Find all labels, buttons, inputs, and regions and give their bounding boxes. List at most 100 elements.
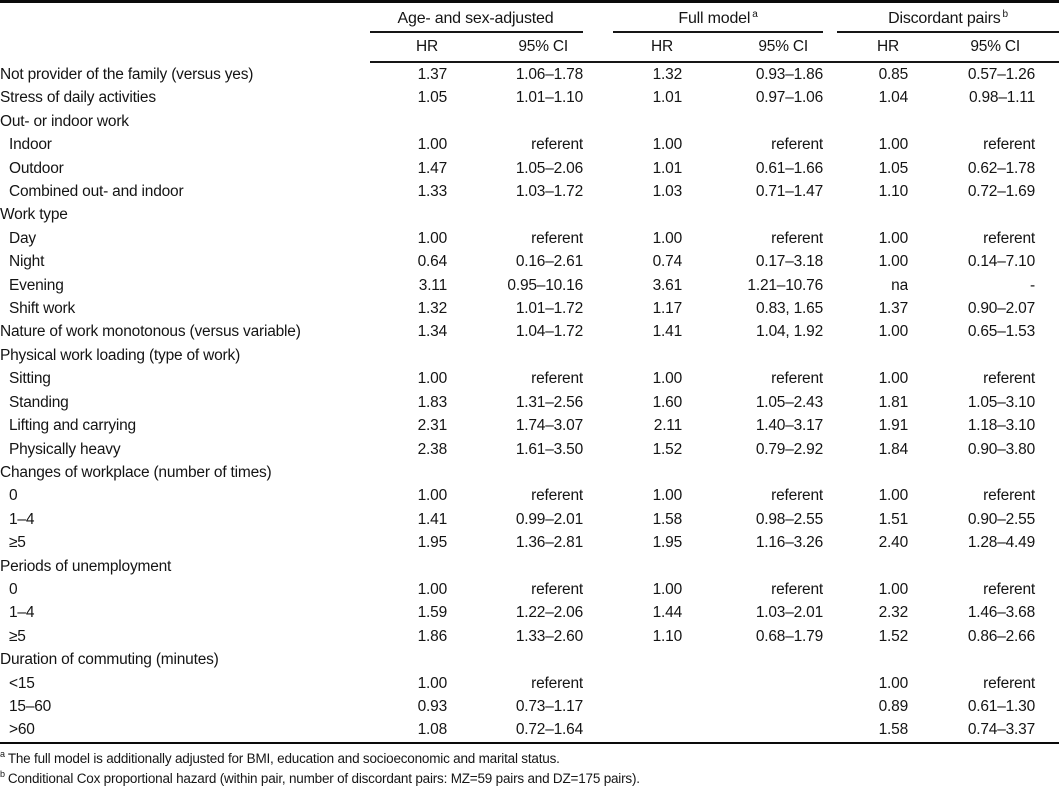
hr-value-cell <box>583 672 682 695</box>
hr-value-cell: 0.93 <box>417 697 447 715</box>
ci-value-cell: 0.68–1.79 <box>755 627 823 645</box>
ci-value-cell: 0.90–3.80 <box>967 440 1035 458</box>
hr-value-cell: 1.47 <box>417 159 447 177</box>
ci-value-cell: 1.36–2.81 <box>515 534 583 552</box>
hr-value-cell: 0.89 <box>878 697 908 715</box>
hazard-ratio-table: Age- and sex-adjusted Full model a Discor… <box>0 0 1059 744</box>
hr-value-cell <box>583 695 682 718</box>
row-label: 0 <box>9 580 18 598</box>
ci-column-header: 95% CI <box>447 33 583 63</box>
section-label: Periods of unemployment <box>0 557 172 575</box>
ci-value-cell <box>447 461 583 484</box>
ci-column-header: 95% CI <box>682 33 823 63</box>
hr-value-cell: 1.03 <box>652 183 682 201</box>
ci-value-cell: 0.83, 1.65 <box>756 300 823 318</box>
ci-value-cell <box>447 648 583 671</box>
ci-value-cell: 1.05–2.43 <box>755 393 823 411</box>
section-row: Changes of workplace (number of times) <box>0 461 1059 484</box>
ci-value-cell: 0.97–1.06 <box>755 89 823 107</box>
hr-value-cell: 1.58 <box>652 510 682 528</box>
hr-value-cell: 1.83 <box>417 393 447 411</box>
hr-value-cell: 1.00 <box>652 580 682 598</box>
hr-value-cell: 1.17 <box>652 300 682 318</box>
ci-value-cell: referent <box>771 136 823 154</box>
ci-value-cell: 0.74–3.37 <box>967 721 1035 739</box>
hr-column-header: HR <box>823 33 908 63</box>
ci-value-cell: 1.40–3.17 <box>755 417 823 435</box>
ci-value-cell: 0.17–3.18 <box>755 253 823 271</box>
ci-value-cell: 1.16–3.26 <box>755 534 823 552</box>
table-row: 15–60 0.93 0.73–1.17 0.89 0.61–1.30 <box>0 695 1059 718</box>
hr-value-cell: 1.00 <box>878 370 908 388</box>
hr-value-cell: 1.95 <box>652 534 682 552</box>
hr-value-cell: 1.00 <box>417 580 447 598</box>
table-row: Evening 3.11 0.95–10.16 3.61 1.21–10.76 na - <box>0 274 1059 297</box>
group-header-full-model: Full model a <box>583 2 823 33</box>
hr-value-cell: 1.10 <box>652 627 682 645</box>
ci-value-cell: 0.98–2.55 <box>755 510 823 528</box>
table-row: <15 1.00 referent 1.00 referent <box>0 672 1059 695</box>
ci-value-cell: 1.31–2.56 <box>515 393 583 411</box>
table-row: 1–4 1.59 1.22–2.06 1.44 1.03–2.01 2.32 1.46–3.… <box>0 601 1059 624</box>
hr-value-cell: 1.01 <box>652 159 682 177</box>
hr-value-cell <box>370 203 447 226</box>
hr-value-cell: 0.85 <box>878 66 908 83</box>
table-row: Not provider of the family (versus yes) 1… <box>0 62 1059 86</box>
ci-value-cell: 1.18–3.10 <box>967 417 1035 435</box>
ci-value-cell: referent <box>983 487 1035 505</box>
hr-value-cell: 1.86 <box>417 627 447 645</box>
hr-value-cell: 1.60 <box>652 393 682 411</box>
footnotes: a The full model is additionally adjusted… <box>0 749 1059 789</box>
ci-value-cell: 0.72–1.69 <box>967 183 1035 201</box>
hr-value-cell: 1.95 <box>417 534 447 552</box>
table-row: ≥5 1.86 1.33–2.60 1.10 0.68–1.79 1.52 0.86–2.6… <box>0 625 1059 648</box>
ci-value-cell <box>908 461 1059 484</box>
column-group-row: Age- and sex-adjusted Full model a Discor… <box>0 2 1059 33</box>
row-label: Not provider of the family (versus yes) <box>0 65 254 83</box>
hr-value-cell: 1.32 <box>652 66 682 83</box>
ci-value-cell: 1.04–1.72 <box>515 323 583 341</box>
footnote-a: a The full model is additionally adjusted… <box>0 749 1059 769</box>
ci-value-cell <box>908 203 1059 226</box>
hr-value-cell: 1.00 <box>878 580 908 598</box>
ci-value-cell: 0.16–2.61 <box>515 253 583 271</box>
row-label: Combined out- and indoor <box>9 183 184 201</box>
ci-value-cell <box>682 461 823 484</box>
footnote-marker: b <box>0 769 5 780</box>
ci-value-cell: referent <box>771 580 823 598</box>
hr-value-cell: 1.51 <box>878 510 908 528</box>
table-row: Physically heavy 2.38 1.61–3.50 1.52 0.79–2.… <box>0 438 1059 461</box>
group-superscript: b <box>1002 8 1009 20</box>
ci-value-cell: 1.33–2.60 <box>515 627 583 645</box>
ci-value-cell: 1.05–2.06 <box>515 159 583 177</box>
hr-value-cell <box>583 203 682 226</box>
row-label: Shift work <box>9 300 76 318</box>
ci-value-cell: referent <box>771 370 823 388</box>
ci-value-cell: 0.73–1.17 <box>515 697 583 715</box>
ci-value-cell <box>682 672 823 695</box>
row-label: Indoor <box>9 136 52 154</box>
hr-value-cell: 1.05 <box>417 89 447 107</box>
hr-value-cell: 1.37 <box>878 300 908 318</box>
group-label: Full model <box>678 10 751 27</box>
hr-value-cell: 1.91 <box>878 417 908 435</box>
group-label: Discordant pairs <box>888 10 1001 27</box>
hr-value-cell: 2.32 <box>878 604 908 622</box>
group-header-discordant-pairs: Discordant pairs b <box>823 2 1059 33</box>
hr-value-cell: 1.01 <box>652 89 682 107</box>
group-header-age-sex-adjusted: Age- and sex-adjusted <box>370 2 583 33</box>
table-row: Outdoor 1.47 1.05–2.06 1.01 0.61–1.66 1.05 0.6… <box>0 157 1059 180</box>
hr-value-cell: 1.00 <box>417 674 447 692</box>
ci-value-cell: 0.98–1.11 <box>968 89 1035 107</box>
section-row: Physical work loading (type of work) <box>0 344 1059 367</box>
ci-value-cell: referent <box>531 580 583 598</box>
ci-value-cell <box>447 203 583 226</box>
table-row: Combined out- and indoor 1.33 1.03–1.72 1.0… <box>0 180 1059 203</box>
row-label: Stress of daily activities <box>0 89 156 107</box>
ci-value-cell: 1.03–2.01 <box>755 604 823 622</box>
ci-value-cell: 1.01–1.10 <box>515 89 583 107</box>
hr-value-cell: 1.34 <box>417 323 447 341</box>
ci-value-cell: referent <box>531 136 583 154</box>
row-label: 1–4 <box>9 510 35 528</box>
